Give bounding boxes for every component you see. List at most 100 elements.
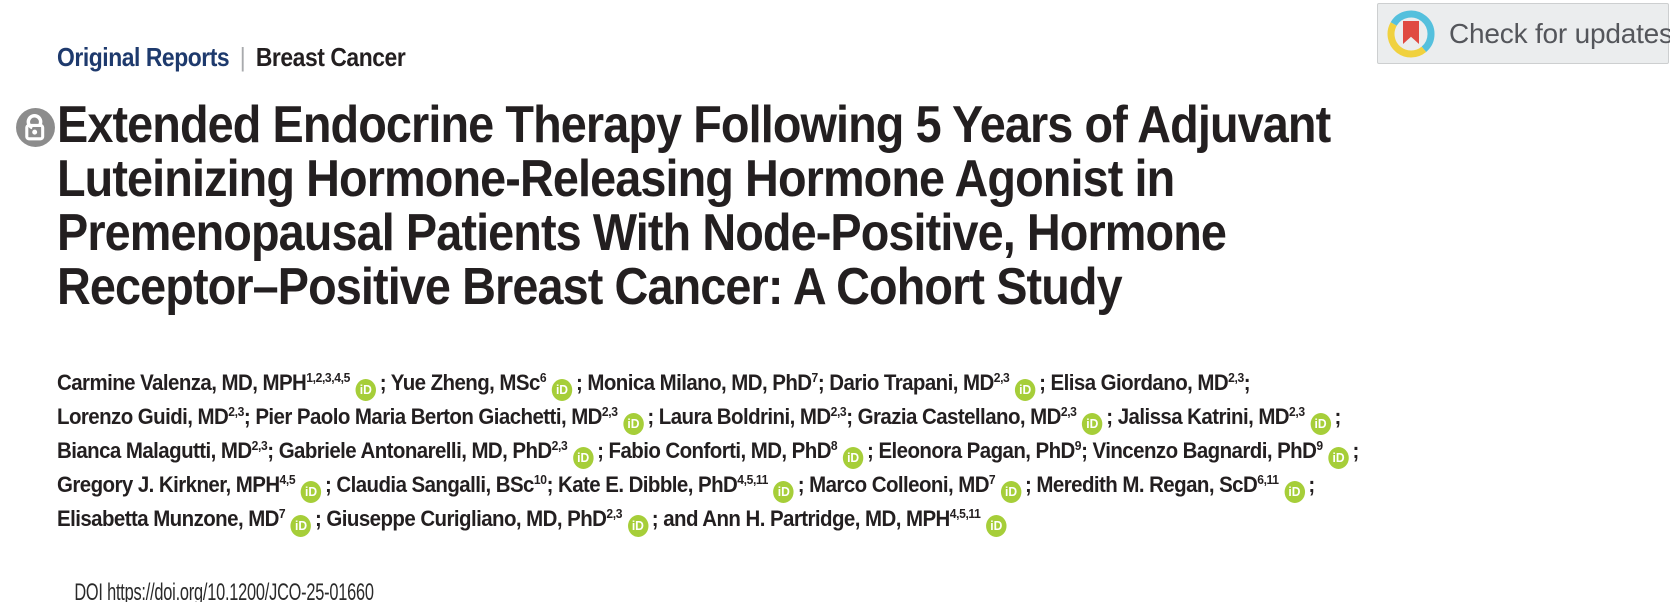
author-separator: ; [546,472,558,497]
check-for-updates-button[interactable]: Check for updates [1377,3,1670,64]
author-separator: ; [243,404,256,429]
author-name: Fabio Conforti, MD, PhD [608,438,832,463]
author-separator: ; [1243,370,1251,395]
author-affiliation-superscript: 2,3 [1228,370,1244,385]
doi-label: DOI [74,579,103,602]
orcid-icon[interactable]: iD [842,447,864,469]
author-separator: ; [867,438,879,463]
author-affiliation-superscript: 2,3 [830,404,847,419]
check-for-updates-label: Check for updates [1449,17,1670,49]
author-name: Claudia Sangalli, BSc [336,472,534,497]
orcid-icon[interactable]: iD [1328,447,1349,469]
author-separator: ; [647,404,659,429]
author-separator: ; [379,370,391,395]
orcid-icon[interactable]: iD [986,515,1007,537]
orcid-icon[interactable]: iD [1284,481,1305,503]
author-name: Gabriele Antonarelli, MD, PhD [278,438,553,463]
author-affiliation-superscript: 4,5,11 [949,506,981,521]
orcid-icon[interactable]: iD [572,447,594,469]
author-separator: ; [597,438,609,463]
author-name: Ann H. Partridge, MD, MPH [702,506,950,531]
author-affiliation-superscript: 7 [811,370,818,385]
category-link[interactable]: Breast Cancer [255,42,406,72]
author-name: Elisa Giordano, MD [1050,370,1229,395]
author-name: Laura Boldrini, MD [658,404,831,429]
article-title: Extended Endocrine Therapy Following 5 Y… [57,96,1331,316]
author-affiliation-superscript: 2,3 [228,404,244,419]
orcid-icon[interactable]: iD [1310,413,1331,435]
breadcrumb: Original Reports | Breast Cancer [57,42,406,73]
author-affiliation-superscript: 4,5,11 [737,472,768,487]
author-affiliation-superscript: 6 [539,370,547,385]
author-name: Vincenzo Bagnardi, PhD [1092,438,1317,463]
author-separator: ; [817,370,830,395]
author-separator: ; [1081,438,1093,463]
orcid-icon[interactable]: iD [551,379,573,401]
section-link[interactable]: Original Reports [57,42,230,72]
author-affiliation-superscript: 2,3 [606,506,623,521]
author-affiliation-superscript: 10 [533,472,547,487]
orcid-icon[interactable]: iD [773,481,795,503]
open-access-icon [15,107,56,153]
author-name: Dario Trapani, MD [829,370,994,395]
author-name: Kate E. Dibble, PhD [557,472,738,497]
author-name: Gregory J. Kirkner, MPH [57,472,280,497]
author-affiliation-superscript: 2,3 [993,370,1010,385]
author-affiliation-superscript: 2,3 [601,404,618,419]
author-name: Eleonora Pagan, PhD [878,438,1075,463]
author-separator: ; and [651,506,703,531]
author-line: Lorenzo Guidi, MD2,3; Pier Paolo Maria B… [57,401,1359,435]
author-name: Grazia Castellano, MD [857,404,1062,429]
author-line: Elisabetta Munzone, MD7 iD; Giuseppe Curi… [57,503,1359,537]
orcid-icon[interactable]: iD [355,379,377,401]
author-affiliation-superscript: 9 [1074,438,1082,453]
author-name: Jalissa Katrini, MD [1117,404,1290,429]
author-affiliation-superscript: 2,3 [551,438,568,453]
author-line: Gregory J. Kirkner, MPH4,5 iD; Claudia Sa… [57,469,1359,503]
author-name: Pier Paolo Maria Berton Giachetti, MD [255,404,602,429]
orcid-icon[interactable]: iD [1000,481,1022,503]
author-name: Marco Colleoni, MD [809,472,989,497]
author-separator: ; [846,404,858,429]
orcid-icon[interactable]: iD [290,515,312,537]
author-name: Lorenzo Guidi, MD [57,404,229,429]
author-separator: ; [1352,438,1359,463]
author-name: Meredith M. Regan, ScD [1036,472,1258,497]
author-affiliation-superscript: 8 [830,438,838,453]
orcid-icon[interactable]: iD [1014,379,1036,401]
author-affiliation-superscript: 4,5 [279,472,296,487]
author-list: Carmine Valenza, MD, MPH1,2,3,4,5 iD; Yue… [57,367,1359,537]
author-affiliation-superscript: 2,3 [251,438,268,453]
author-line: Bianca Malagutti, MD2,3; Gabriele Antona… [57,435,1359,469]
author-affiliation-superscript: 7 [988,472,996,487]
author-name: Bianca Malagutti, MD [57,438,252,463]
author-affiliation-superscript: 7 [278,506,286,521]
author-separator: ; [315,506,327,531]
crossmark-logo-icon [1385,8,1437,60]
author-name: Elisabetta Munzone, MD [57,506,279,531]
doi-line: DOI https://doi.org/10.1200/JCO-25-01660 [57,551,374,602]
author-affiliation-superscript: 2,3 [1060,404,1077,419]
author-separator: ; [1025,472,1037,497]
orcid-icon[interactable]: iD [623,413,644,435]
author-separator: ; [575,370,588,395]
author-name: Yue Zheng, MSc [390,370,541,395]
orcid-icon[interactable]: iD [300,481,322,503]
orcid-icon[interactable]: iD [627,515,649,537]
author-affiliation-superscript: 9 [1316,438,1323,453]
author-name: Giuseppe Curigliano, MD, PhD [326,506,607,531]
author-separator: ; [324,472,337,497]
doi-url-link[interactable]: https://doi.org/10.1200/JCO-25-01660 [107,579,374,602]
breadcrumb-separator: | [239,42,246,72]
orcid-icon[interactable]: iD [1082,413,1103,435]
author-name: Carmine Valenza, MD, MPH [57,370,307,395]
author-affiliation-superscript: 2,3 [1289,404,1305,419]
author-separator: ; [1039,370,1051,395]
author-line: Carmine Valenza, MD, MPH1,2,3,4,5 iD; Yue… [57,367,1359,401]
author-separator: ; [1106,404,1118,429]
author-separator: ; [1334,404,1341,429]
author-affiliation-superscript: 1,2,3,4,5 [306,370,350,385]
author-separator: ; [1308,472,1315,497]
author-affiliation-superscript: 6,11 [1257,472,1279,487]
author-separator: ; [797,472,810,497]
